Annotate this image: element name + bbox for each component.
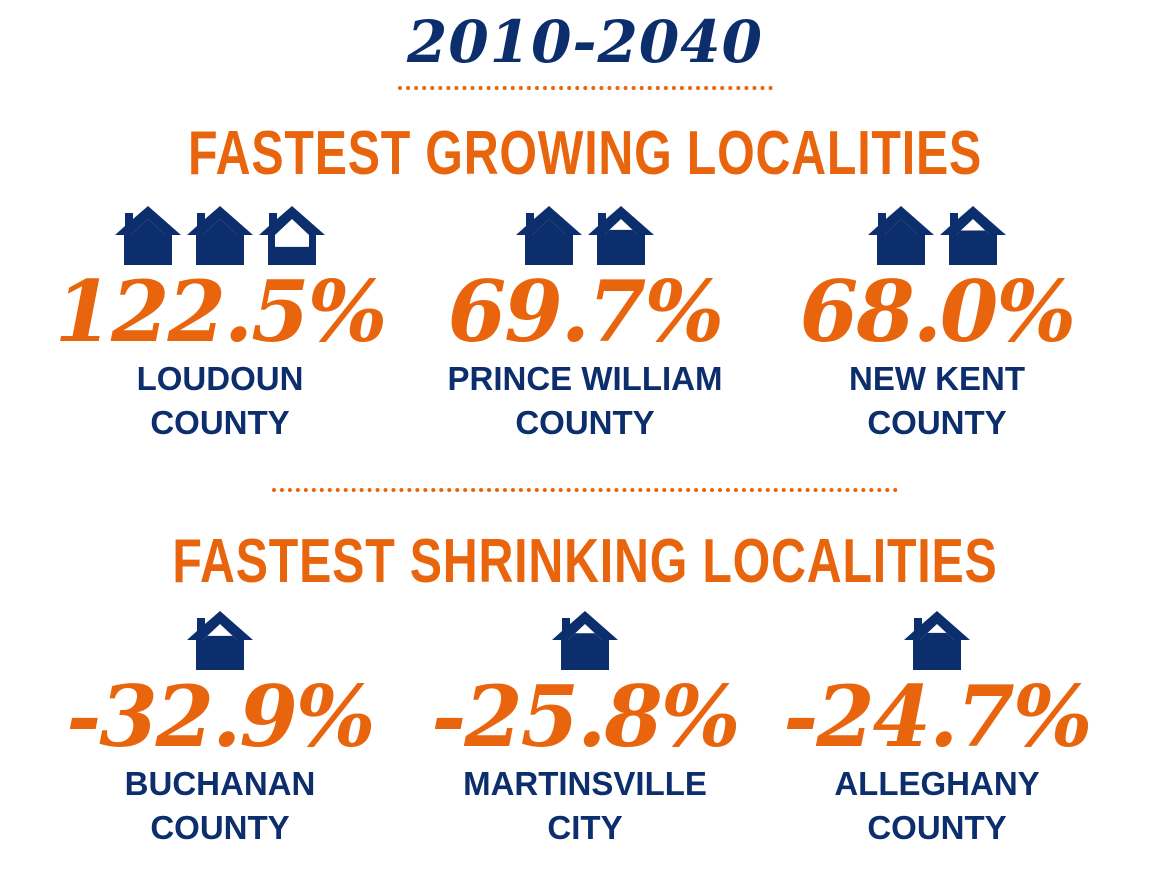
- locality-type: COUNTY: [515, 404, 655, 441]
- shrinking-item-buchanan: -32.9% BUCHANAN COUNTY: [30, 610, 410, 850]
- shrinking-heading: FASTEST SHRINKING LOCALITIES: [172, 527, 998, 596]
- locality-name: PRINCE WILLIAM: [447, 360, 723, 397]
- house-icon: [940, 206, 1006, 265]
- growing-item-loudoun: 122.5% LOUDOUN COUNTY: [30, 205, 410, 445]
- divider-middle: [272, 488, 898, 492]
- house-icon: [904, 611, 970, 670]
- growing-item-prince-william: 69.7% PRINCE WILLIAM COUNTY: [395, 205, 775, 445]
- house-icons: [747, 610, 1127, 672]
- house-icons: [395, 205, 775, 267]
- house-icon: [868, 206, 934, 265]
- growth-percent: 69.7%: [447, 262, 724, 361]
- house-icon: [588, 206, 654, 265]
- house-icon: [516, 206, 582, 265]
- growing-heading: FASTEST GROWING LOCALITIES: [187, 119, 983, 188]
- house-icon: [187, 611, 253, 670]
- divider-top: [398, 86, 773, 90]
- growth-percent: 68.0%: [799, 262, 1076, 361]
- shrinking-item-alleghany: -24.7% ALLEGHANY COUNTY: [747, 610, 1127, 850]
- locality-type: COUNTY: [867, 809, 1007, 846]
- locality-name: ALLEGHANY: [834, 765, 1040, 802]
- house-icons: [395, 610, 775, 672]
- decline-percent: -25.8%: [431, 667, 740, 766]
- locality-name: MARTINSVILLE: [463, 765, 707, 802]
- house-icons: [30, 610, 410, 672]
- growth-percent: 122.5%: [54, 262, 388, 361]
- locality-name: NEW KENT: [849, 360, 1025, 397]
- house-icon: [552, 611, 618, 670]
- house-icon: [187, 206, 253, 265]
- locality-type: COUNTY: [150, 809, 290, 846]
- decline-percent: -32.9%: [66, 667, 375, 766]
- house-icons: [30, 205, 410, 267]
- growing-item-new-kent: 68.0% NEW KENT COUNTY: [747, 205, 1127, 445]
- decline-percent: -24.7%: [783, 667, 1092, 766]
- house-icon: [115, 206, 181, 265]
- locality-type: COUNTY: [867, 404, 1007, 441]
- house-icons: [747, 205, 1127, 267]
- house-icon: [259, 206, 325, 265]
- locality-type: COUNTY: [150, 404, 290, 441]
- shrinking-item-martinsville: -25.8% MARTINSVILLE CITY: [395, 610, 775, 850]
- locality-name: BUCHANAN: [124, 765, 316, 802]
- page-title: 2010-2040: [407, 8, 763, 76]
- locality-type: CITY: [547, 809, 623, 846]
- locality-name: LOUDOUN: [136, 360, 304, 397]
